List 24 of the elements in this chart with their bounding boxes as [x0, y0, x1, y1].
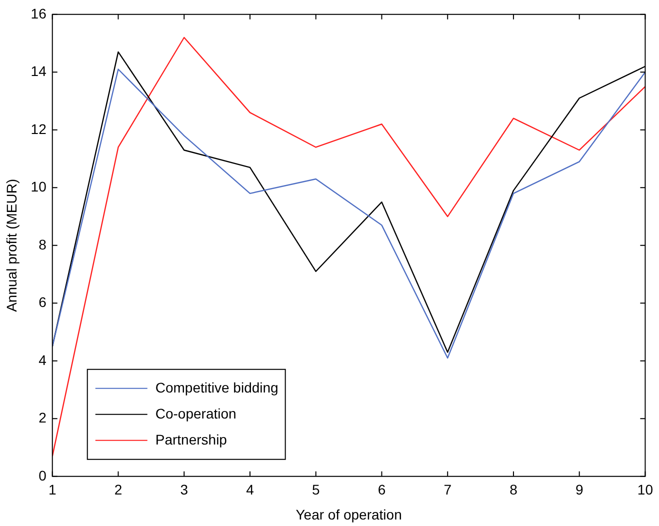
x-tick-label: 2 [114, 482, 122, 498]
x-tick-label: 4 [246, 482, 254, 498]
y-tick-label: 6 [38, 294, 47, 310]
x-tick-label: 9 [575, 482, 584, 498]
y-tick-label: 2 [38, 410, 47, 426]
y-tick-label: 12 [30, 120, 47, 137]
y-tick-label: 14 [30, 63, 47, 80]
y-axis-title: Annual profit (MEUR) [3, 178, 20, 312]
x-axis-title: Year of operation [296, 506, 402, 522]
y-tick-label: 16 [30, 5, 47, 22]
y-tick-label: 0 [38, 467, 47, 484]
x-tick-label: 5 [312, 482, 320, 498]
x-tick-label: 8 [510, 482, 518, 498]
x-tick-label: 10 [637, 482, 654, 498]
y-tick-label: 4 [38, 352, 47, 368]
x-tick-label: 7 [444, 482, 452, 498]
x-tick-label: 3 [180, 482, 188, 498]
legend-label: Co-operation [155, 405, 236, 422]
legend-label: Competitive bidding [155, 379, 278, 396]
y-tick-label: 8 [38, 236, 47, 252]
x-tick-label: 1 [48, 482, 56, 498]
x-tick-label: 6 [378, 482, 386, 498]
y-tick-label: 10 [30, 178, 47, 195]
legend-label: Partnership [155, 431, 228, 448]
